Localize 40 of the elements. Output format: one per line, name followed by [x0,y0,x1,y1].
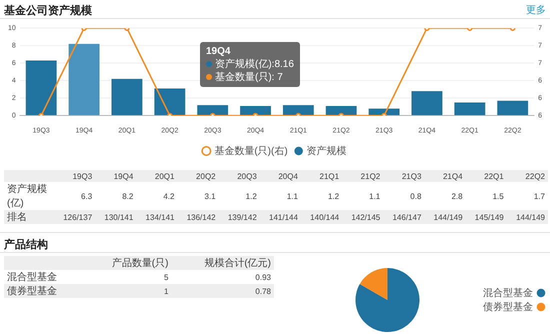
text: 1.1 [368,190,382,202]
legend-label: 资产规模 [306,144,347,157]
bar [368,108,400,116]
category-label: 混合型基金 [7,272,57,283]
text: 1.2 [244,190,258,202]
legend-label: 混合型基金 [483,286,533,299]
bar [112,78,142,116]
text: 0.8 [409,190,422,202]
text: 1.2 [326,190,340,202]
bar [454,102,486,116]
text: 1.7 [532,190,546,202]
legend-label: 基金数量(只)(右) [214,144,288,157]
text: 1.5 [492,190,505,202]
bar [326,106,357,116]
bar [412,91,442,116]
bar [240,106,271,116]
text: 6.3 [80,190,94,202]
text: 0.93 [254,272,272,284]
bar [197,105,228,116]
text: 8.2 [121,190,134,202]
tooltip: 19Q4 资产规模(亿):8.16 基金数量(只): 7 [200,42,300,87]
text: 资产规模(亿) [6,182,48,210]
bar [282,105,314,116]
chart-title: 基金公司资产规模 [4,4,92,18]
annotation: 资产规模(亿):8.16 [214,58,294,71]
bar [154,88,186,116]
shaded-row: 债券型基金 1 0.78 [4,284,274,298]
bar [68,44,100,116]
text: 3.1 [204,190,217,202]
bar [26,60,57,116]
text: 2.8 [450,190,464,202]
text: 更多 [526,4,546,17]
annotation: 基金数量(只): 7 [214,71,284,84]
annotation: 19Q4 [206,45,232,58]
legend-label: 债券型基金 [483,300,533,313]
bar [497,100,528,116]
text: 4.2 [162,190,176,202]
text: 1.1 [286,190,299,202]
text: 5 [162,272,170,284]
text: 产品结构 [4,238,48,252]
